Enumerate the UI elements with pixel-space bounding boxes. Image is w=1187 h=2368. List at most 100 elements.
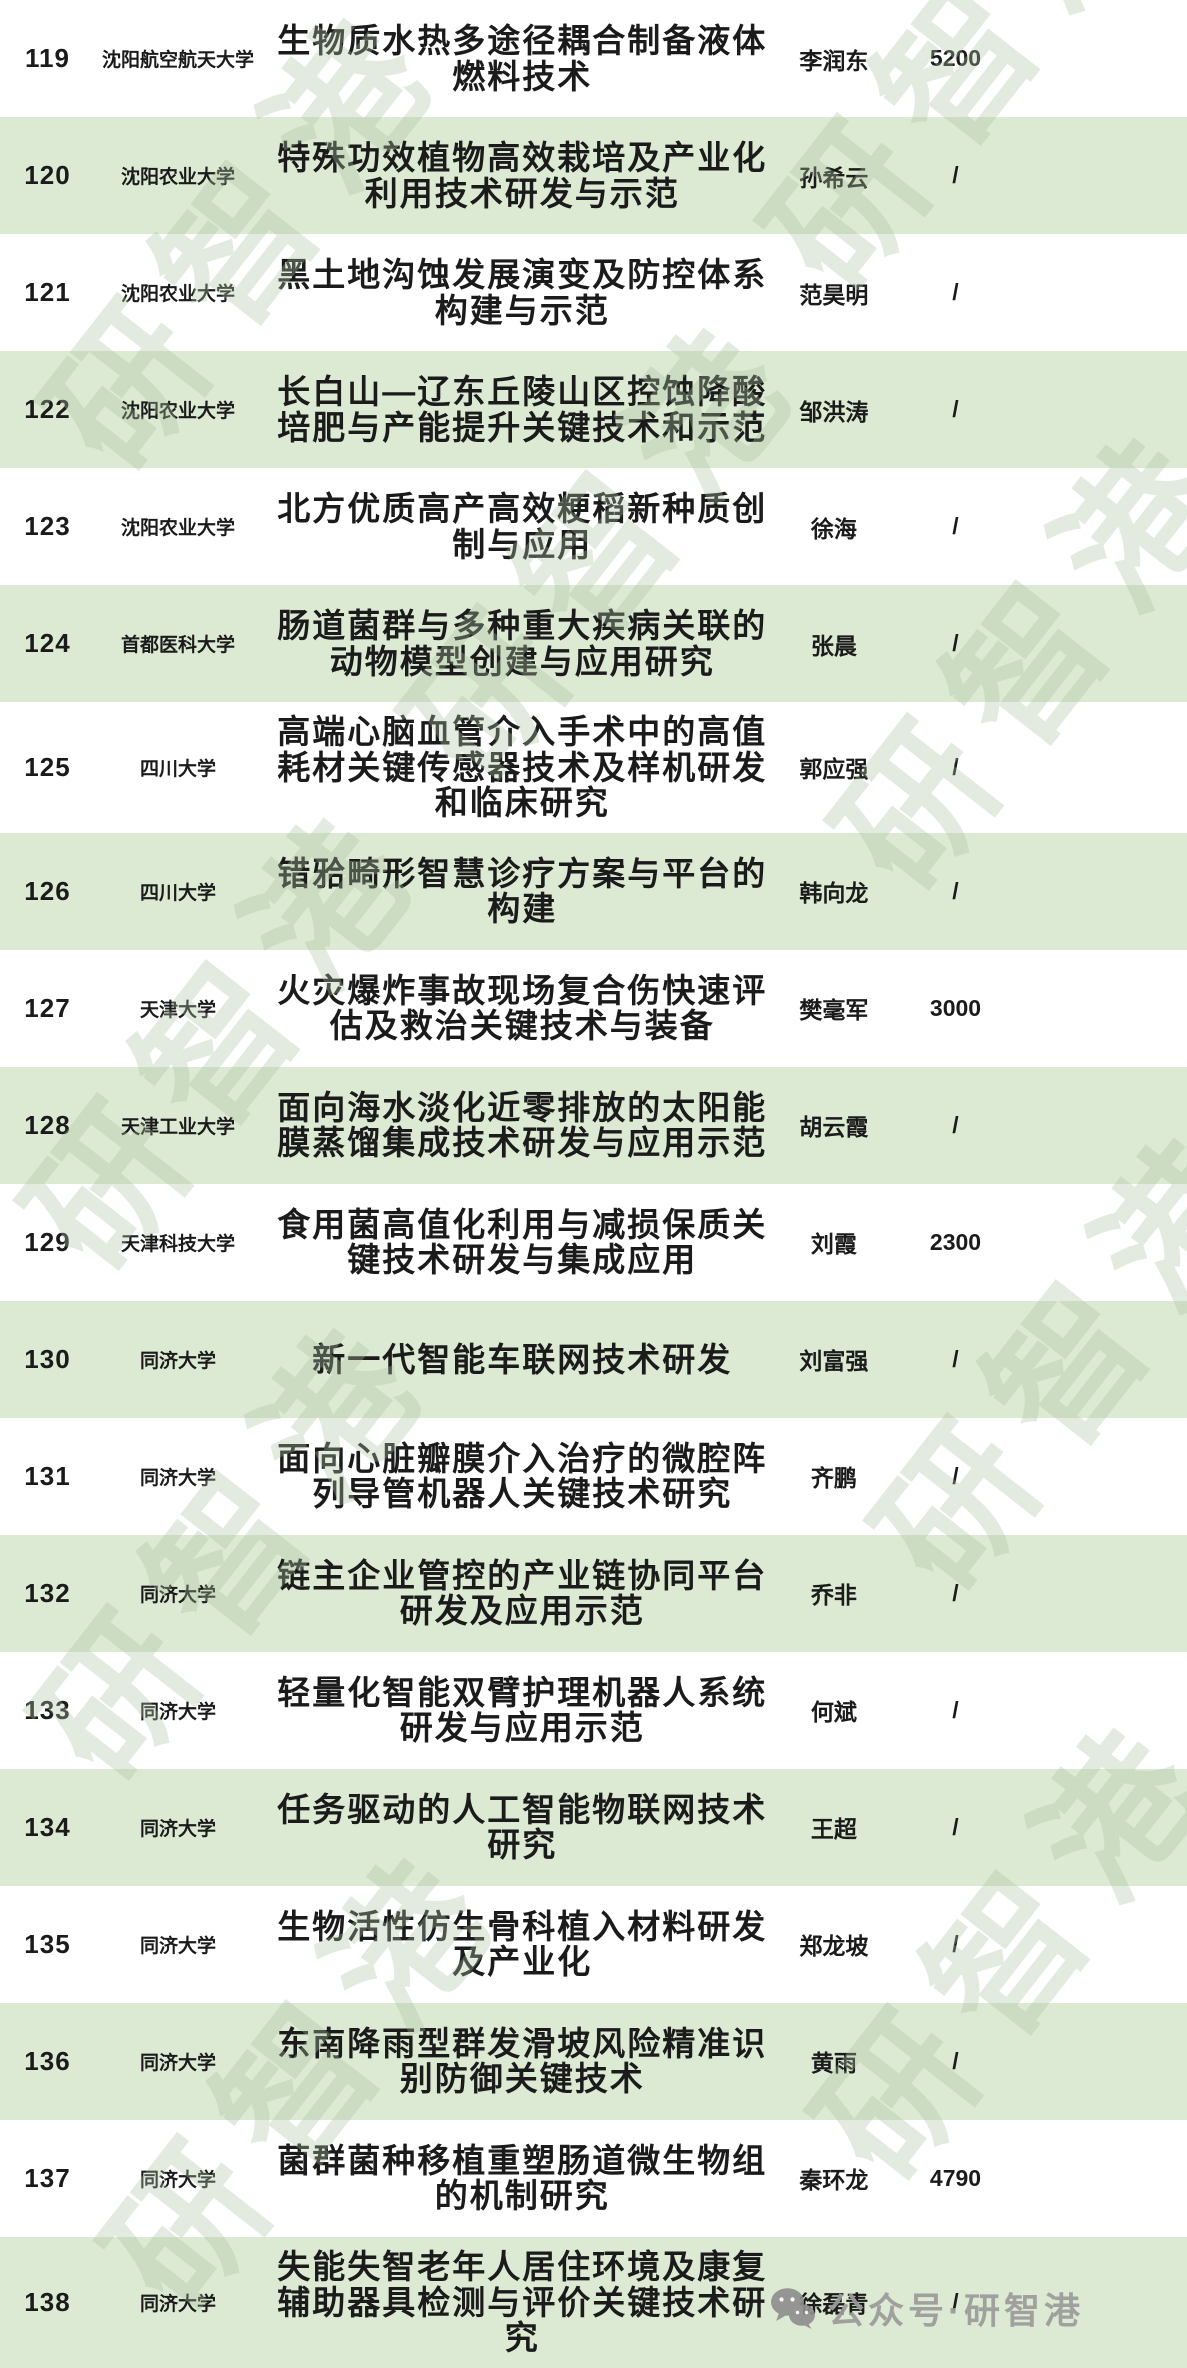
row-number-cell: 131 (24, 1460, 71, 1491)
project-title-cell: 任务驱动的人工智能物联网技术研究 (277, 1790, 768, 1864)
table-row: 120 沈阳农业大学 特殊功效植物高效栽培及产业化利用技术研发与示范 孙希云 / (0, 117, 1187, 234)
table-row: 129 天津科技大学 食用菌高值化利用与减损保质关键技术研发与集成应用 刘霞 2… (0, 1183, 1187, 1301)
university-cell: 天津大学 (140, 999, 217, 1021)
university-cell: 同济大学 (140, 1935, 217, 1957)
university-cell: 同济大学 (140, 1701, 217, 1723)
funding-amount-cell: / (952, 877, 959, 904)
row-number-cell: 126 (24, 875, 71, 906)
university-cell: 天津科技大学 (121, 1233, 236, 1255)
project-title-cell: 面向海水淡化近零排放的太阳能膜蒸馏集成技术研发与应用示范 (277, 1088, 768, 1162)
table-row: 128 天津工业大学 面向海水淡化近零排放的太阳能膜蒸馏集成技术研发与应用示范 … (0, 1066, 1187, 1184)
row-number-cell: 125 (24, 751, 71, 782)
project-title-cell: 火灾爆炸事故现场复合伤快速评估及救治关键技术与装备 (277, 971, 768, 1045)
project-title-cell: 特殊功效植物高效栽培及产业化利用技术研发与示范 (277, 138, 768, 212)
project-title-cell: 肠道菌群与多种重大疾病关联的动物模型创建与应用研究 (277, 606, 768, 680)
leader-name-cell: 刘富强 (799, 1348, 869, 1375)
table-row: 124 首都医科大学 肠道菌群与多种重大疾病关联的动物模型创建与应用研究 张晨 … (0, 585, 1187, 702)
funding-amount-cell: / (952, 396, 959, 422)
table-row: 131 同济大学 面向心脏瓣膜介入治疗的微腔阵列导管机器人关键技术研究 齐鹏 / (0, 1417, 1187, 1535)
table-row: 127 天津大学 火灾爆炸事故现场复合伤快速评估及救治关键技术与装备 樊毫军 3… (0, 949, 1187, 1067)
row-number-cell: 137 (24, 2162, 71, 2193)
table-row: 130 同济大学 新一代智能车联网技术研发 刘富强 / (0, 1300, 1187, 1418)
table-row: 138 同济大学 失能失智老年人居住环境及康复辅助器具检测与评价关键技术研究 徐… (0, 2236, 1187, 2368)
university-cell: 沈阳农业大学 (121, 284, 236, 305)
leader-name-cell: 李润东 (799, 47, 869, 74)
leader-name-cell: 秦环龙 (799, 2167, 869, 2194)
funding-amount-cell: / (952, 513, 959, 539)
project-title-cell: 北方优质高产高效粳稻新种质创制与应用 (277, 489, 768, 563)
leader-name-cell: 黄雨 (810, 2050, 857, 2077)
leader-name-cell: 何斌 (810, 1699, 857, 1726)
university-cell: 沈阳农业大学 (121, 167, 236, 188)
funding-amount-cell: / (952, 162, 959, 188)
project-title-cell: 生物质水热多途径耦合制备液体燃料技术 (277, 21, 768, 95)
leader-name-cell: 孙希云 (799, 164, 869, 191)
row-number-cell: 120 (24, 160, 71, 190)
table-row: 119 沈阳航空航天大学 生物质水热多途径耦合制备液体燃料技术 李润东 5200 (0, 0, 1187, 117)
university-cell: 同济大学 (140, 1818, 217, 1840)
funding-amount-cell: / (952, 1111, 959, 1138)
leader-name-cell: 张晨 (810, 632, 857, 659)
leader-name-cell: 郑龙坡 (799, 1933, 869, 1960)
university-cell: 沈阳航空航天大学 (102, 50, 255, 71)
row-number-cell: 132 (24, 1577, 71, 1608)
project-title-cell: 新一代智能车联网技术研发 (312, 1340, 733, 1378)
project-title-cell: 生物活性仿生骨科植入材料研发及产业化 (277, 1907, 768, 1981)
project-title-cell: 错𬌗畸形智慧诊疗方案与平台的构建 (277, 854, 768, 928)
table-row: 134 同济大学 任务驱动的人工智能物联网技术研究 王超 / (0, 1768, 1187, 1886)
funding-amount-cell: / (952, 279, 959, 305)
row-number-cell: 127 (24, 992, 71, 1023)
row-number-cell: 133 (24, 1694, 71, 1725)
university-cell: 同济大学 (140, 2169, 217, 2191)
university-cell: 四川大学 (140, 882, 217, 904)
funding-amount-cell: / (952, 1930, 959, 1957)
row-number-cell: 119 (25, 43, 70, 73)
university-cell: 首都医科大学 (121, 635, 236, 656)
funding-amount-cell: / (952, 1579, 959, 1606)
funding-amount-cell: / (952, 1696, 959, 1723)
table-row: 133 同济大学 轻量化智能双臂护理机器人系统研发与应用示范 何斌 / (0, 1651, 1187, 1769)
funding-amount-cell: 2300 (929, 1228, 982, 1255)
leader-name-cell: 樊毫军 (799, 997, 869, 1024)
leader-name-cell: 邹洪涛 (799, 398, 869, 425)
leader-name-cell: 郭应强 (799, 756, 869, 783)
row-number-cell: 129 (24, 1226, 71, 1257)
project-title-cell: 东南降雨型群发滑坡风险精准识别防御关键技术 (277, 2024, 768, 2098)
row-number-cell: 121 (24, 277, 71, 307)
project-title-cell: 轻量化智能双臂护理机器人系统研发与应用示范 (277, 1673, 768, 1747)
funding-amount-cell: 5200 (929, 45, 982, 71)
row-number-cell: 123 (24, 511, 71, 541)
leader-name-cell: 齐鹏 (810, 1465, 857, 1492)
leader-name-cell: 乔非 (810, 1582, 857, 1609)
funding-amount-cell: / (952, 630, 959, 656)
university-cell: 同济大学 (140, 2052, 217, 2074)
table-row: 137 同济大学 菌群菌种移植重塑肠道微生物组的机制研究 秦环龙 4790 (0, 2119, 1187, 2237)
row-number-cell: 130 (24, 1343, 71, 1374)
university-cell: 沈阳农业大学 (121, 401, 236, 422)
table-row: 132 同济大学 链主企业管控的产业链协同平台研发及应用示范 乔非 / (0, 1534, 1187, 1652)
university-cell: 四川大学 (140, 758, 217, 780)
leader-name-cell: 徐海 (810, 515, 857, 542)
row-number-cell: 138 (24, 2286, 71, 2317)
project-title-cell: 面向心脏瓣膜介入治疗的微腔阵列导管机器人关键技术研究 (277, 1439, 768, 1513)
leader-name-cell: 刘霞 (810, 1231, 857, 1258)
funding-amount-cell: / (952, 2288, 959, 2315)
university-cell: 沈阳农业大学 (121, 518, 236, 539)
table-row: 126 四川大学 错𬌗畸形智慧诊疗方案与平台的构建 韩向龙 / (0, 832, 1187, 950)
funding-amount-cell: / (952, 1813, 959, 1840)
university-cell: 同济大学 (140, 1584, 217, 1606)
row-number-cell: 134 (24, 1811, 71, 1842)
funding-amount-cell: 4790 (929, 2164, 982, 2191)
leader-name-cell: 胡云霞 (799, 1114, 869, 1141)
table-row: 135 同济大学 生物活性仿生骨科植入材料研发及产业化 郑龙坡 / (0, 1885, 1187, 2003)
row-number-cell: 135 (24, 1928, 71, 1959)
row-number-cell: 124 (24, 628, 71, 658)
table-row: 122 沈阳农业大学 长白山—辽东丘陵山区控蚀降酸培肥与产能提升关键技术和示范 … (0, 351, 1187, 468)
table-row: 123 沈阳农业大学 北方优质高产高效粳稻新种质创制与应用 徐海 / (0, 468, 1187, 585)
row-number-cell: 136 (24, 2045, 71, 2076)
leader-name-cell: 韩向龙 (799, 880, 869, 907)
funding-amount-cell: / (952, 1345, 959, 1372)
funding-amount-cell: / (952, 2047, 959, 2074)
table-row: 136 同济大学 东南降雨型群发滑坡风险精准识别防御关键技术 黄雨 / (0, 2002, 1187, 2120)
